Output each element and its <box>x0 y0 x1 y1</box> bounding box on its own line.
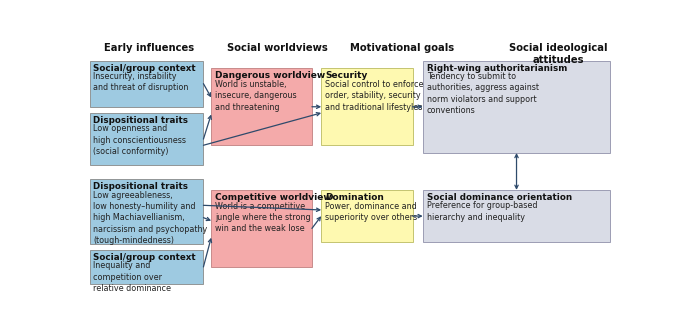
Text: Dispositional traits: Dispositional traits <box>93 116 188 125</box>
Bar <box>321 190 412 242</box>
Text: Competitive worldview: Competitive worldview <box>215 193 332 202</box>
Text: Social/group context: Social/group context <box>93 253 196 262</box>
Text: Preference for group-based
hierarchy and inequality: Preference for group-based hierarchy and… <box>427 201 537 222</box>
Text: Social control to enforce
order, stability, security
and traditional lifestyles: Social control to enforce order, stabili… <box>325 80 423 112</box>
Text: Early influences: Early influences <box>104 43 195 53</box>
Text: Inequality and
competition over
relative dominance: Inequality and competition over relative… <box>93 261 171 293</box>
Text: Social dominance orientation: Social dominance orientation <box>427 193 572 202</box>
Text: Low agreeableness,
low honesty–humility and
high Machiavellianism,
narcissism an: Low agreeableness, low honesty–humility … <box>93 190 208 245</box>
Text: Social worldviews: Social worldviews <box>227 43 328 53</box>
Bar <box>211 68 312 145</box>
Bar <box>423 60 610 153</box>
Text: Right-wing authoritarianism: Right-wing authoritarianism <box>427 64 567 73</box>
Text: Social/group context: Social/group context <box>93 64 196 73</box>
Bar <box>90 179 203 244</box>
Bar <box>423 190 610 242</box>
Bar <box>90 113 203 165</box>
Bar <box>211 190 312 267</box>
Text: World is a competitive
jungle where the strong
win and the weak lose: World is a competitive jungle where the … <box>215 202 311 233</box>
Text: Motivational goals: Motivational goals <box>350 43 454 53</box>
Text: Dangerous worldview: Dangerous worldview <box>215 72 325 80</box>
Text: Power, dominance and
superiority over others: Power, dominance and superiority over ot… <box>325 202 417 222</box>
Text: Dispositional traits: Dispositional traits <box>93 182 188 191</box>
Text: Tendency to submit to
authorities, aggress against
norm violators and support
co: Tendency to submit to authorities, aggre… <box>427 72 538 115</box>
Text: Security: Security <box>325 72 367 80</box>
Text: World is unstable,
insecure, dangerous
and threatening: World is unstable, insecure, dangerous a… <box>215 80 297 112</box>
Bar <box>321 68 412 145</box>
Text: Low openness and
high conscientiousness
(social conformity): Low openness and high conscientiousness … <box>93 124 186 156</box>
Bar <box>90 60 203 107</box>
Text: Insecurity, instability
and threat of disruption: Insecurity, instability and threat of di… <box>93 72 189 92</box>
Text: Domination: Domination <box>325 193 384 202</box>
Bar <box>90 250 203 284</box>
Text: Social ideological
attitudes: Social ideological attitudes <box>509 43 608 65</box>
